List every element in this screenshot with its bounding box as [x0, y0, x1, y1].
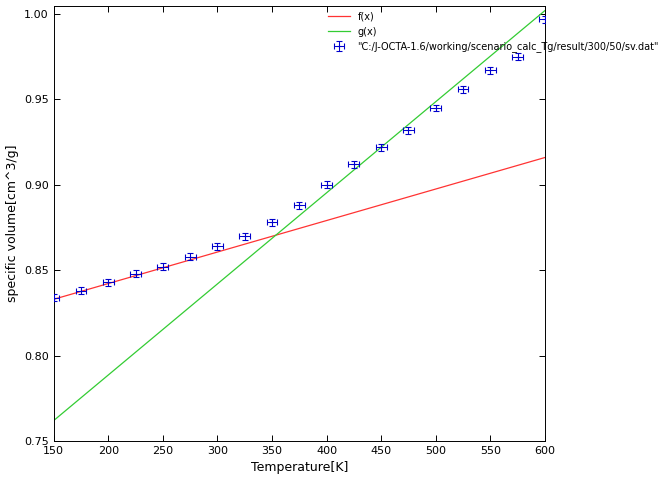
Legend: f(x), g(x), "C:/J-OCTA-1.6/working/scenario_calc_Tg/result/300/50/sv.dat": f(x), g(x), "C:/J-OCTA-1.6/working/scena… [326, 10, 658, 54]
Y-axis label: specific volume[cm^3/g]: specific volume[cm^3/g] [5, 144, 18, 302]
X-axis label: Temperature[K]: Temperature[K] [251, 461, 348, 474]
